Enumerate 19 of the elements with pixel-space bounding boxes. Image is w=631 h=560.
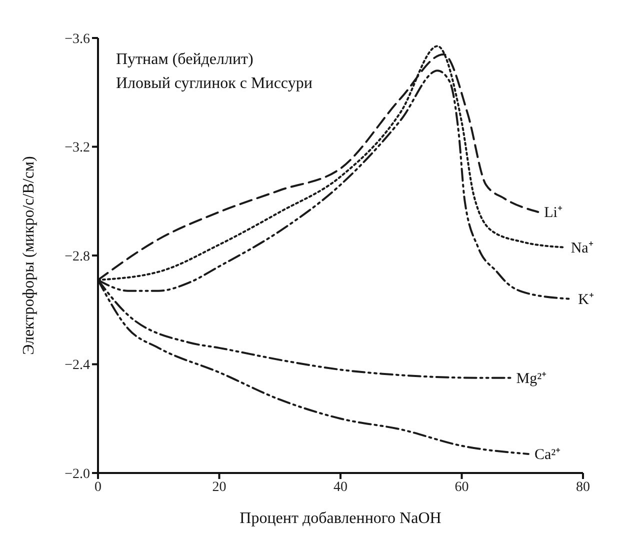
x-tick-label: 80 — [576, 480, 590, 495]
y-tick-label: −2.4 — [64, 358, 90, 374]
y-tick-label: −3.2 — [64, 140, 90, 156]
series-label: K⁺ — [578, 292, 594, 308]
annotation: Путнам (бейделлит) — [116, 50, 254, 70]
y-axis-title: Электрофоры (микро/с/В/см) — [20, 156, 38, 355]
x-tick-label: 60 — [454, 480, 469, 495]
series-label: Na⁺ — [570, 240, 594, 256]
y-tick-label: −2.0 — [64, 466, 90, 482]
x-tick-label: 0 — [94, 480, 102, 495]
series-label: Ca²⁺ — [534, 446, 561, 463]
x-axis-title: Процент добавленного NaOH — [240, 510, 442, 527]
annotation: Иловый суглинок с Миссури — [116, 74, 312, 94]
y-tick-label: −3.6 — [64, 32, 90, 47]
x-tick-label: 40 — [334, 480, 348, 495]
series-label: Li⁺ — [544, 205, 562, 221]
x-tick-label: 20 — [212, 480, 226, 495]
y-tick-label: −2.8 — [64, 249, 90, 264]
series-label: Mg²⁺ — [516, 370, 547, 387]
